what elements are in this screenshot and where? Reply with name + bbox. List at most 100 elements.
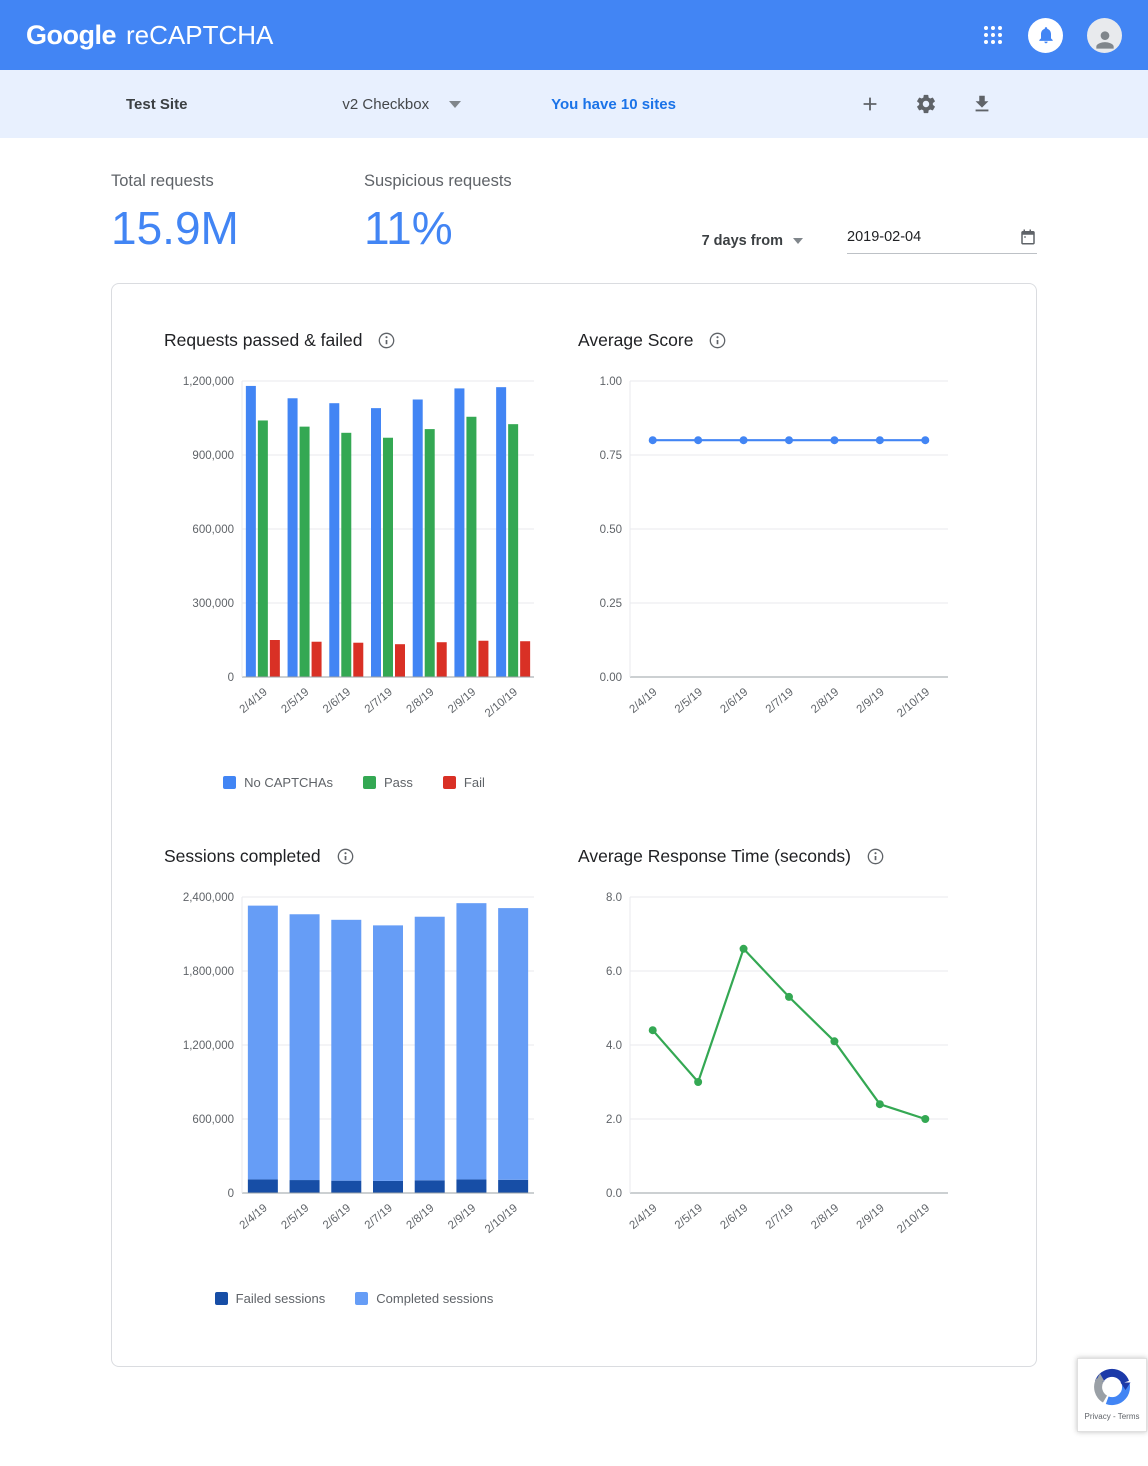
recaptcha-logo-icon — [1090, 1365, 1134, 1409]
svg-text:2/8/19: 2/8/19 — [809, 1202, 841, 1232]
total-requests-label: Total requests — [111, 172, 214, 190]
svg-text:2/8/19: 2/8/19 — [404, 1202, 436, 1232]
svg-text:1.00: 1.00 — [600, 376, 622, 388]
app-header: Google reCAPTCHA — [0, 0, 1148, 70]
svg-text:0.00: 0.00 — [600, 672, 622, 684]
chart-cell-average-score: Average Score 0.00 0.25 0.50 0.75 1.00 2/4/19… — [574, 330, 1036, 790]
svg-text:8.0: 8.0 — [606, 892, 622, 904]
total-requests-stat: Total requests 15.9M — [111, 172, 364, 255]
requests-passed-failed-chart: 0 300,000 600,000 900,000 1,200,000 2/4/19 2/5… — [183, 376, 534, 720]
legend-swatch — [355, 1291, 369, 1305]
privacy-terms-label[interactable]: Privacy - Terms — [1084, 1412, 1140, 1421]
svg-text:2/10/19: 2/10/19 — [483, 1202, 520, 1236]
total-requests-value: 15.9M — [111, 202, 239, 254]
svg-text:2/8/19: 2/8/19 — [404, 686, 436, 716]
svg-text:6.0: 6.0 — [606, 966, 622, 978]
date-value: 2019-02-04 — [847, 229, 922, 245]
range-dropdown[interactable]: 7 days from — [702, 233, 803, 249]
legend-label: Pass — [384, 774, 413, 790]
info-icon[interactable] — [378, 332, 395, 349]
legend-item: Completed sessions — [355, 1290, 493, 1306]
svg-text:2/10/19: 2/10/19 — [483, 686, 520, 720]
site-toolbar: Test Site v2 Checkbox You have 10 sites — [0, 70, 1148, 138]
site-type-dropdown[interactable]: v2 Checkbox — [342, 95, 462, 113]
svg-text:2/4/19: 2/4/19 — [627, 686, 659, 716]
svg-text:2/4/19: 2/4/19 — [238, 686, 270, 716]
calendar-icon[interactable] — [1019, 228, 1037, 246]
site-name: Test Site — [126, 95, 188, 113]
info-icon[interactable] — [337, 848, 354, 865]
suspicious-requests-label: Suspicious requests — [364, 172, 512, 190]
legend-label: No CAPTCHAs — [244, 774, 333, 790]
suspicious-requests-value: 11% — [364, 202, 453, 254]
date-input[interactable]: 2019-02-04 — [847, 228, 1037, 254]
svg-text:0.25: 0.25 — [600, 598, 622, 610]
svg-text:2/6/19: 2/6/19 — [718, 1202, 750, 1232]
svg-text:2,400,000: 2,400,000 — [183, 892, 234, 904]
account-avatar[interactable] — [1087, 17, 1122, 53]
info-icon[interactable] — [867, 848, 884, 865]
svg-text:4.0: 4.0 — [606, 1040, 622, 1052]
range-label: 7 days from — [701, 233, 783, 249]
legend-swatch — [214, 1291, 228, 1305]
chart-title: Sessions completed — [164, 846, 321, 866]
legend-item: Failed sessions — [214, 1290, 326, 1306]
chevron-down-icon — [793, 238, 803, 244]
google-logo: Google — [26, 19, 117, 50]
header-actions — [982, 17, 1122, 53]
svg-text:0.75: 0.75 — [600, 450, 622, 462]
svg-text:0: 0 — [228, 672, 234, 684]
notifications-bell-icon[interactable] — [1028, 17, 1063, 53]
svg-text:1,200,000: 1,200,000 — [183, 376, 234, 388]
add-site-button[interactable] — [858, 92, 882, 116]
svg-text:0.0: 0.0 — [606, 1188, 622, 1200]
charts-card: Requests passed & failed 0 300,000 600,000… — [111, 283, 1037, 1367]
sites-count-link[interactable]: You have 10 sites — [551, 95, 676, 113]
brand: Google reCAPTCHA — [26, 20, 273, 51]
apps-grid-icon[interactable] — [982, 24, 1004, 46]
chart-legend: No CAPTCHAs Pass Fail — [158, 774, 550, 790]
suspicious-requests-stat: Suspicious requests 11% — [364, 172, 617, 255]
svg-text:2/10/19: 2/10/19 — [895, 1202, 932, 1236]
svg-text:2/7/19: 2/7/19 — [764, 1202, 796, 1232]
download-icon[interactable] — [970, 92, 994, 116]
svg-text:2/5/19: 2/5/19 — [279, 686, 311, 716]
average-score-chart: 0.00 0.25 0.50 0.75 1.00 2/4/19 2/5/19 2/6/19 2/… — [600, 376, 948, 720]
stats-section: Total requests 15.9M Suspicious requests… — [0, 138, 1148, 255]
svg-text:600,000: 600,000 — [192, 1114, 234, 1126]
chart-cell-response-time: Average Response Time (seconds) 0.0 2.0 4.… — [574, 846, 1036, 1306]
toolbar-actions — [858, 92, 994, 116]
svg-text:2/5/19: 2/5/19 — [673, 1202, 705, 1232]
settings-gear-icon[interactable] — [914, 92, 938, 116]
site-type-label: v2 Checkbox — [342, 95, 430, 113]
svg-text:2/6/19: 2/6/19 — [321, 1202, 353, 1232]
chart-cell-requests: Requests passed & failed 0 300,000 600,000… — [112, 330, 574, 790]
svg-text:2/8/19: 2/8/19 — [809, 686, 841, 716]
svg-text:2.0: 2.0 — [606, 1114, 622, 1126]
chart-cell-sessions: Sessions completed 0 600,000 1,200,000 1,80… — [112, 846, 574, 1306]
chart-legend: Failed sessions Completed sessions — [158, 1290, 550, 1306]
legend-label: Failed sessions — [235, 1290, 326, 1306]
svg-text:2/10/19: 2/10/19 — [895, 686, 932, 720]
legend-label: Fail — [463, 774, 485, 790]
svg-text:2/9/19: 2/9/19 — [446, 686, 478, 716]
recaptcha-badge[interactable]: Privacy - Terms — [1077, 1358, 1147, 1432]
svg-text:0: 0 — [228, 1188, 234, 1200]
chart-title: Average Response Time (seconds) — [578, 846, 852, 866]
legend-item: No CAPTCHAs — [223, 774, 333, 790]
svg-text:2/4/19: 2/4/19 — [238, 1202, 270, 1232]
svg-text:2/9/19: 2/9/19 — [855, 1202, 887, 1232]
svg-text:2/7/19: 2/7/19 — [363, 1202, 395, 1232]
svg-text:1,800,000: 1,800,000 — [183, 966, 234, 978]
svg-text:2/7/19: 2/7/19 — [363, 686, 395, 716]
average-response-time-chart: 0.0 2.0 4.0 6.0 8.0 2/4/19 2/5/19 2/6/19 2/7/19 2… — [606, 892, 948, 1236]
chart-title: Requests passed & failed — [164, 330, 363, 350]
product-name: reCAPTCHA — [126, 19, 274, 50]
svg-text:2/9/19: 2/9/19 — [446, 1202, 478, 1232]
info-icon[interactable] — [709, 332, 726, 349]
svg-text:2/6/19: 2/6/19 — [718, 686, 750, 716]
svg-text:2/4/19: 2/4/19 — [627, 1202, 659, 1232]
svg-text:1,200,000: 1,200,000 — [183, 1040, 234, 1052]
legend-item: Pass — [363, 774, 413, 790]
chart-legend — [572, 774, 964, 790]
